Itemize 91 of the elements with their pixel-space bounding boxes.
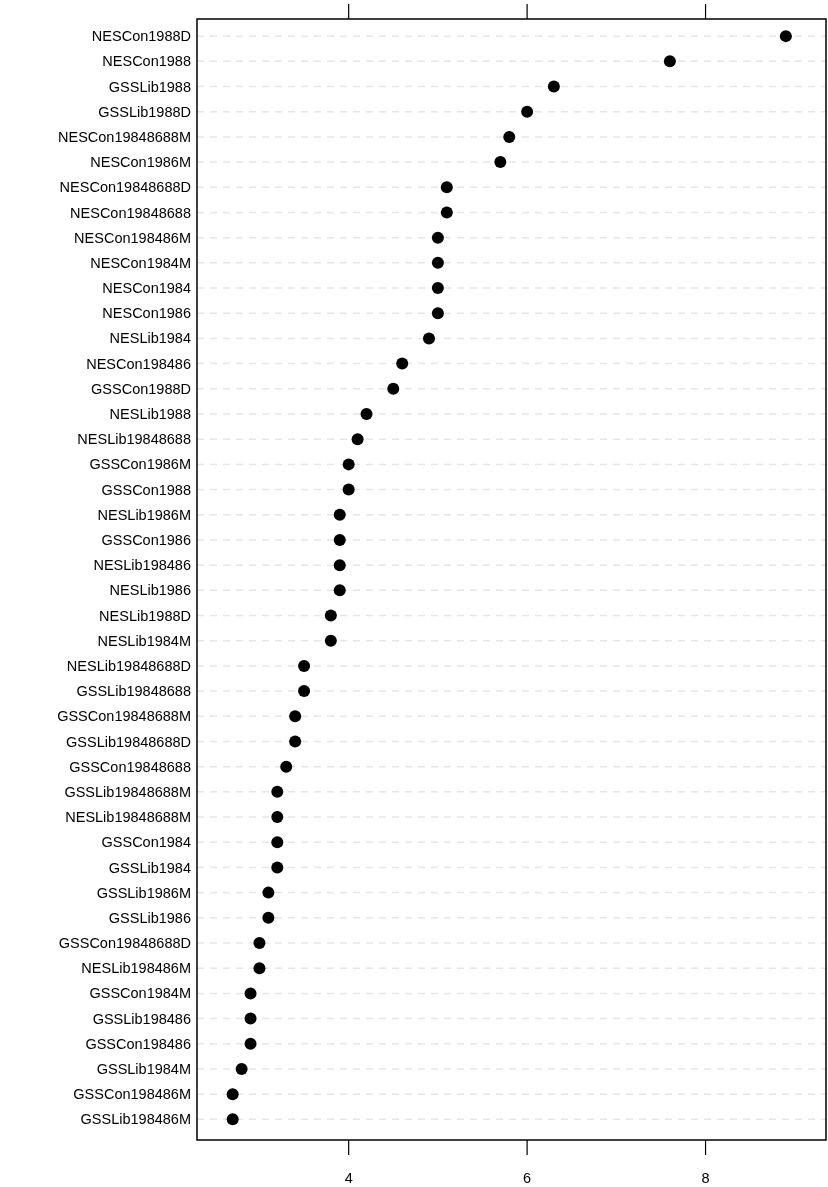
y-tick-label: GSSLib1984M: [96, 1061, 191, 1078]
y-tick-label: NESLib19848688: [77, 431, 191, 448]
y-tick-label: NESCon19848688M: [57, 128, 191, 145]
x-tick-label: 6: [523, 1170, 532, 1186]
y-tick-label: GSSLib198486M: [80, 1111, 191, 1128]
point: [547, 80, 560, 93]
y-tick-label: GSSCon19848688: [69, 758, 191, 775]
point: [431, 307, 444, 320]
point: [521, 105, 534, 118]
y-tick-label: GSSLib1986: [108, 909, 191, 926]
y-tick-label: GSSCon198486: [85, 1035, 191, 1052]
point: [244, 1012, 257, 1025]
y-tick-label: NESLib1984M: [97, 632, 191, 649]
point: [298, 685, 311, 698]
y-tick-label: NESCon19848688: [70, 204, 191, 221]
point: [387, 382, 400, 395]
y-tick-label: NESCon198486M: [74, 229, 191, 246]
y-tick-label: GSSCon1986M: [89, 456, 191, 473]
point: [244, 1037, 257, 1050]
point: [226, 1113, 239, 1126]
y-tick-label: GSSLib1986M: [96, 884, 191, 901]
y-tick-label: GSSLib1988: [108, 78, 191, 95]
y-tick-label: NESLib1984: [109, 330, 191, 347]
point: [289, 710, 302, 723]
y-tick-label: NESLib19848688D: [66, 657, 191, 674]
y-tick-label: GSSLib198486: [92, 1010, 191, 1027]
point: [262, 911, 275, 924]
y-tick-label: NESLib198486: [93, 557, 191, 574]
point: [440, 206, 453, 219]
point: [298, 659, 311, 672]
point: [431, 282, 444, 295]
y-tick-label: GSSCon198486M: [73, 1086, 191, 1103]
point: [324, 634, 337, 647]
point: [289, 735, 302, 748]
point: [271, 836, 284, 849]
y-tick-label: NESLib1986: [109, 582, 191, 599]
y-tick-label: GSSLib19848688M: [64, 783, 191, 800]
y-tick-label: GSSLib1988D: [98, 103, 191, 120]
y-tick-label: GSSLib19848688D: [66, 733, 191, 750]
point: [333, 508, 346, 521]
y-tick-label: NESCon1988: [102, 53, 191, 70]
y-tick-label: NESCon1986M: [90, 154, 191, 171]
y-tick-label: GSSCon1984: [101, 834, 191, 851]
point: [253, 962, 266, 975]
point: [333, 584, 346, 597]
y-tick-label: NESLib1988: [109, 406, 191, 423]
point: [503, 130, 516, 143]
point: [262, 886, 275, 899]
y-tick-label: NESCon1988D: [91, 28, 191, 45]
y-tick-label: NESCon1984M: [90, 254, 191, 271]
y-tick-label: NESLib1986M: [97, 506, 191, 523]
y-tick-label: NESLib19848688M: [65, 809, 191, 826]
y-tick-label: GSSCon1984M: [89, 985, 191, 1002]
point: [494, 156, 507, 169]
y-tick-label: GSSCon19848688D: [58, 935, 191, 952]
y-tick-label: NESCon1986: [102, 305, 191, 322]
point: [440, 181, 453, 194]
point: [396, 357, 409, 370]
x-tick-label: 8: [701, 1170, 710, 1186]
point: [244, 987, 257, 1000]
y-tick-label: GSSLib1984: [108, 859, 191, 876]
y-tick-label: NESLib1988D: [99, 607, 191, 624]
point: [431, 231, 444, 244]
point: [663, 55, 676, 68]
point: [333, 533, 346, 546]
y-tick-label: GSSCon1988: [101, 481, 191, 498]
point: [235, 1062, 248, 1075]
x-tick-label: 4: [344, 1170, 353, 1186]
point: [342, 458, 355, 471]
y-tick-label: NESLib198486M: [81, 960, 191, 977]
point: [271, 811, 284, 824]
point: [333, 559, 346, 572]
point: [779, 30, 792, 43]
point: [226, 1088, 239, 1101]
point: [422, 332, 435, 345]
point: [351, 433, 364, 446]
point: [280, 760, 293, 773]
y-tick-label: GSSCon19848688M: [57, 708, 191, 725]
point: [360, 408, 373, 420]
point: [271, 785, 284, 798]
y-tick-label: NESCon19848688D: [59, 179, 191, 196]
y-tick-label: GSSLib19848688: [76, 683, 191, 700]
point: [431, 256, 444, 269]
point: [342, 483, 355, 496]
y-tick-label: NESCon1984: [102, 280, 191, 297]
y-tick-label: GSSCon1988D: [91, 380, 191, 397]
point: [253, 937, 266, 950]
y-tick-label: GSSCon1986: [101, 532, 191, 549]
point: [324, 609, 337, 622]
y-tick-label: NESCon198486: [86, 355, 191, 372]
point: [271, 861, 284, 874]
